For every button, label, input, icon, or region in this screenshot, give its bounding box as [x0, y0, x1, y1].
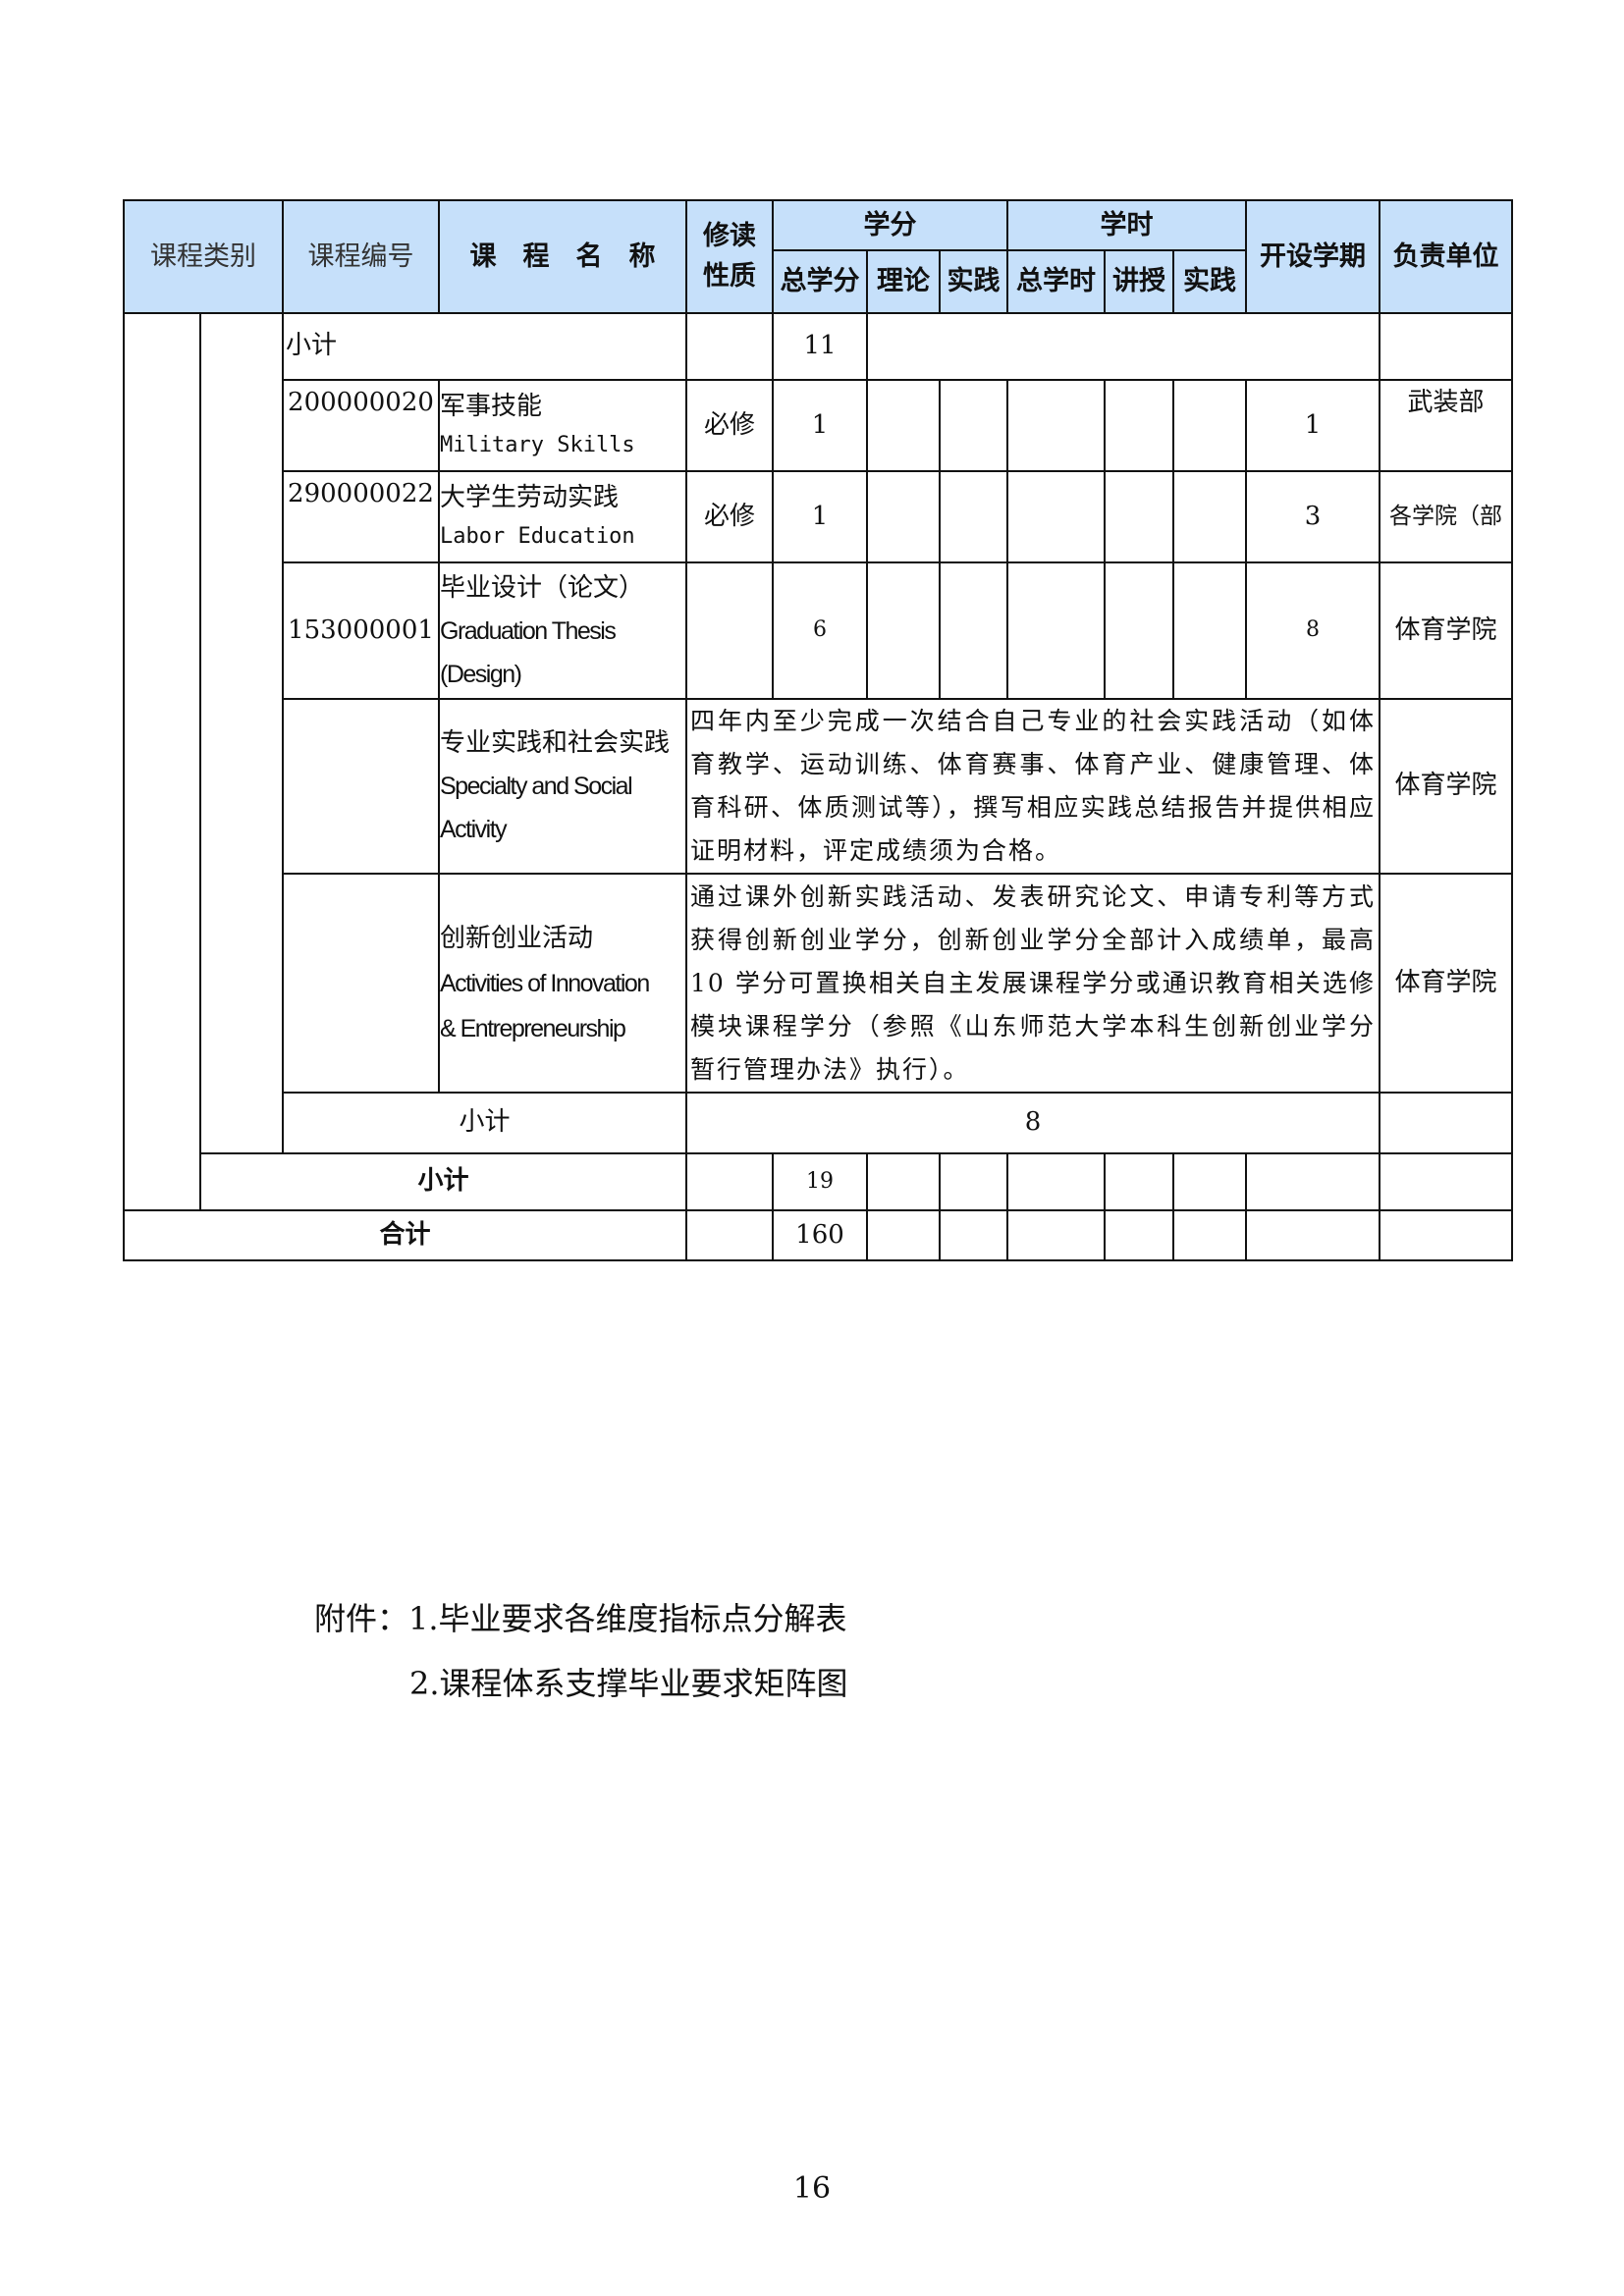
table-row: 200000020 军事技能 Military Skills 必修 1 1 武装…: [124, 379, 1514, 472]
course-semester: 1: [1245, 379, 1381, 472]
header-hours-lecture: 讲授: [1104, 249, 1175, 314]
course-code: 290000022: [282, 470, 440, 563]
course-name: 大学生劳动实践 Labor Education: [438, 470, 687, 563]
course-semester: 3: [1245, 470, 1381, 563]
header-name: 课 程 名 称: [438, 199, 687, 314]
course-name: 专业实践和社会实践 Specialty and Social Activity: [438, 698, 687, 875]
subtotal-label: 小计: [282, 312, 687, 381]
course-name-en: Activities of Innovation: [440, 969, 650, 997]
course-name: 毕业设计（论文） Graduation Thesis (Design): [438, 561, 687, 700]
header-code: 课程编号: [282, 199, 440, 314]
attachment-2: 2.课程体系支撑毕业要求矩阵图: [409, 1665, 848, 1702]
course-name-cn: 专业实践和社会实践: [440, 728, 671, 758]
header-credit-theory: 理论: [866, 249, 941, 314]
subtotal-credits: 19: [772, 1152, 868, 1211]
table-row: 290000022 大学生劳动实践 Labor Education 必修 1 3…: [124, 470, 1514, 563]
total-credits: 160: [772, 1209, 868, 1261]
subtotal-credits: 8: [684, 1092, 1381, 1154]
course-dept: 体育学院: [1379, 873, 1514, 1094]
course-code: 200000020: [282, 379, 440, 472]
course-name: 军事技能 Military Skills: [438, 379, 687, 472]
subcategory-cell: [199, 312, 284, 1154]
subheader-row: 总学分 理论 实践 总学时 讲授 实践: [124, 249, 1512, 314]
course-dept: 体育学院: [1379, 561, 1514, 700]
table-row: 专业实践和社会实践 Specialty and Social Activity …: [124, 698, 1514, 875]
course-name-en: Graduation Thesis: [440, 616, 617, 645]
course-semester: 8: [1245, 561, 1381, 700]
category-cell: [123, 312, 201, 1211]
course-type: 必修: [685, 379, 774, 472]
course-description: 通过课外创新实践活动、发表研究论文、申请专利等方式获得创新创业学分，创新创业学分…: [684, 873, 1381, 1094]
course-name-cn: 毕业设计（论文）: [440, 572, 645, 603]
course-name-cn: 大学生劳动实践: [440, 483, 620, 513]
course-name-en: Military Skills: [440, 433, 635, 458]
course-dept: 武装部: [1379, 379, 1514, 472]
total-label: 合计: [123, 1209, 687, 1261]
header-row: 课程类别 课程编号 课 程 名 称 修读性质 学分 学时 开设学期 负责单位: [123, 199, 1514, 314]
attachment-1: 附件：1.毕业要求各维度指标点分解表: [314, 1600, 847, 1637]
course-description: 四年内至少完成一次结合自己专业的社会实践活动（如体育教学、运动训练、体育赛事、体…: [684, 698, 1381, 875]
course-name-cn: 创新创业活动: [440, 923, 594, 953]
course-dept: 体育学院: [1379, 698, 1514, 875]
header-semester: 开设学期: [1245, 199, 1381, 314]
course-name-en: Labor Education: [440, 524, 635, 550]
table-row: 创新创业活动 Activities of Innovation & Entrep…: [124, 873, 1514, 1094]
header-credit-practice: 实践: [938, 249, 1009, 314]
page-number: 16: [792, 2171, 832, 2206]
course-name-en: & Entrepreneurship: [440, 1014, 626, 1042]
course-dept: 各学院（部: [1379, 470, 1514, 563]
table-row: 153000001 毕业设计（论文） Graduation Thesis (De…: [124, 561, 1514, 700]
header-type: 修读性质: [685, 199, 774, 314]
course-name-en: Specialty and Social: [440, 773, 633, 800]
course-credits: 1: [772, 470, 868, 563]
header-department: 负责单位: [1379, 199, 1514, 314]
curriculum-table: 课程类别 课程编号 课 程 名 称 修读性质 学分 学时 开设学期 负责单位 总…: [123, 199, 1514, 1261]
header-category: 课程类别: [123, 199, 284, 314]
header-hours-practice: 实践: [1172, 249, 1248, 314]
course-type: 必修: [685, 470, 774, 563]
course-credits: 1: [772, 379, 868, 472]
header-credit-total: 总学分: [772, 249, 868, 314]
course-name-en: (Design): [440, 660, 522, 688]
course-name-en: Activity: [440, 816, 508, 843]
subtotal-label: 小计: [199, 1152, 687, 1211]
course-name-cn: 军事技能: [440, 392, 543, 422]
table-row: 小计 8: [124, 1092, 1514, 1154]
subtotal-label: 小计: [282, 1092, 687, 1154]
course-code: 153000001: [282, 561, 440, 700]
header-hours-total: 总学时: [1006, 249, 1107, 314]
course-name: 创新创业活动 Activities of Innovation & Entrep…: [438, 873, 687, 1094]
table-row: 小计 19: [124, 1152, 1514, 1211]
header-credits: 学分: [771, 199, 1009, 251]
header-hours: 学时: [1006, 199, 1248, 251]
table-row: 合计 160: [123, 1209, 1514, 1261]
table-row: 小计 11: [123, 312, 1514, 1211]
subtotal-credits: 11: [772, 312, 868, 381]
course-credits: 6: [772, 561, 868, 700]
